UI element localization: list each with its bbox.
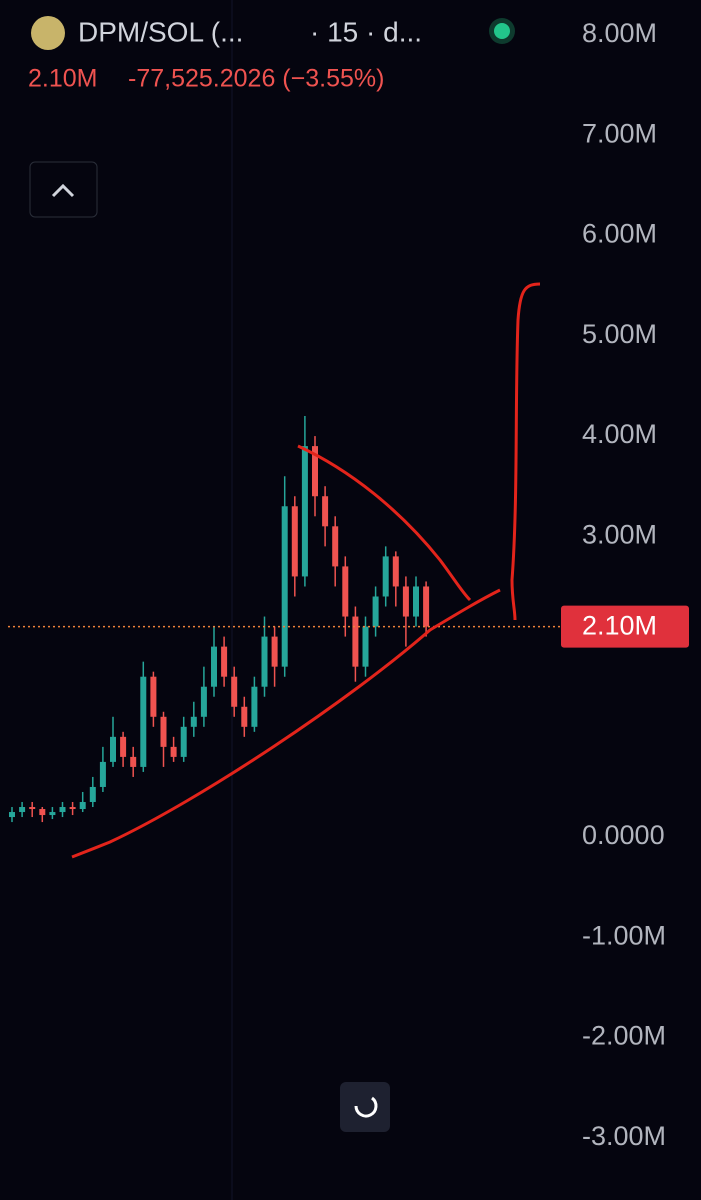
candle-body bbox=[362, 626, 369, 667]
interval: · 15 · d... bbox=[310, 16, 422, 47]
candle-body bbox=[160, 716, 167, 747]
candle-body bbox=[140, 676, 147, 767]
y-tick-label: 3.00M bbox=[582, 519, 657, 549]
chevron-icon[interactable] bbox=[51, 183, 75, 198]
candle-body bbox=[49, 812, 56, 816]
candle-body bbox=[423, 586, 430, 627]
candle-body bbox=[271, 636, 278, 667]
candle-body bbox=[110, 736, 116, 762]
collapse-button[interactable] bbox=[29, 161, 98, 218]
candle-body bbox=[291, 506, 298, 577]
candle-body bbox=[130, 756, 137, 767]
price-badge bbox=[561, 605, 689, 648]
y-tick-label: 6.00M bbox=[582, 219, 657, 249]
plot: 8.00M 7.00M 6.00M 5.00M 4.00M 3.00M 0.0000 -1.0… bbox=[8, 18, 689, 1151]
trendline-annotation bbox=[71, 588, 501, 859]
candle-body bbox=[332, 526, 339, 567]
candle-body bbox=[301, 446, 308, 577]
candle-body bbox=[59, 807, 66, 813]
candle-body bbox=[19, 807, 26, 813]
candle-body bbox=[342, 566, 349, 617]
candle-body bbox=[322, 496, 329, 527]
candle-body bbox=[211, 646, 217, 687]
y-tick-label: -2.00M bbox=[582, 1021, 666, 1051]
candle-body bbox=[190, 716, 197, 727]
y-tick-label: -3.00M bbox=[582, 1121, 666, 1151]
candle-body bbox=[392, 556, 399, 587]
candle-body bbox=[221, 646, 228, 677]
candle-body bbox=[382, 556, 389, 597]
candle-body bbox=[170, 746, 177, 757]
price-change: -77,525.2026 (−3.55%) bbox=[128, 65, 384, 93]
candle-body bbox=[231, 676, 238, 707]
candle-body bbox=[9, 812, 15, 818]
symbol-title: DPM/SOL (... bbox=[78, 16, 243, 47]
candle-body bbox=[69, 807, 76, 810]
y-tick-label: 0.0000 bbox=[582, 820, 665, 850]
candle-body bbox=[241, 706, 248, 727]
candle-body bbox=[413, 586, 419, 617]
candle-body bbox=[281, 506, 288, 667]
candle-body bbox=[352, 616, 359, 667]
candle-body bbox=[120, 736, 127, 757]
bracket-annotation bbox=[510, 282, 541, 621]
button-frame[interactable] bbox=[29, 161, 98, 218]
status-dot bbox=[494, 23, 510, 39]
candle-body bbox=[39, 809, 46, 816]
button-frame[interactable] bbox=[340, 1082, 390, 1132]
trendline-annotation bbox=[297, 444, 472, 602]
candle-body bbox=[89, 786, 96, 803]
candle-body bbox=[79, 802, 86, 810]
y-tick-label: 7.00M bbox=[582, 118, 657, 148]
candle-body bbox=[29, 807, 36, 810]
price-badge-label: 2.10M bbox=[582, 611, 657, 641]
token-icon bbox=[31, 16, 65, 50]
y-tick-label: 4.00M bbox=[582, 419, 657, 449]
candle-body bbox=[99, 761, 106, 787]
reset-icon[interactable] bbox=[354, 1096, 378, 1118]
y-tick-label: 8.00M bbox=[582, 18, 657, 48]
candle-body bbox=[372, 596, 379, 627]
candle-body bbox=[402, 586, 409, 617]
candle-body bbox=[180, 726, 187, 757]
reset-button[interactable] bbox=[340, 1082, 390, 1132]
last-price: 2.10M bbox=[28, 65, 97, 93]
candle-body bbox=[312, 446, 318, 497]
candle-body bbox=[200, 686, 207, 717]
y-tick-label: -1.00M bbox=[582, 920, 666, 950]
candle-body bbox=[261, 636, 268, 687]
candle-body bbox=[251, 686, 258, 727]
y-tick-label: 5.00M bbox=[582, 319, 657, 349]
candle-body bbox=[150, 676, 157, 717]
